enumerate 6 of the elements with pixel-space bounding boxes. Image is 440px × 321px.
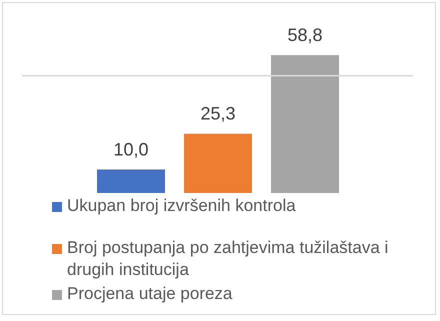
legend-label: Broj postupanja po zahtjevima tužilaštava i drugih institucija (67, 237, 390, 281)
data-label: 10,0 (113, 140, 149, 160)
legend-label: Procjena utaje poreza (67, 283, 232, 305)
data-label: 25,3 (200, 104, 236, 124)
data-label: 58,8 (287, 25, 323, 46)
legend-label: Ukupan broj izvršenih kontrola (67, 195, 296, 217)
